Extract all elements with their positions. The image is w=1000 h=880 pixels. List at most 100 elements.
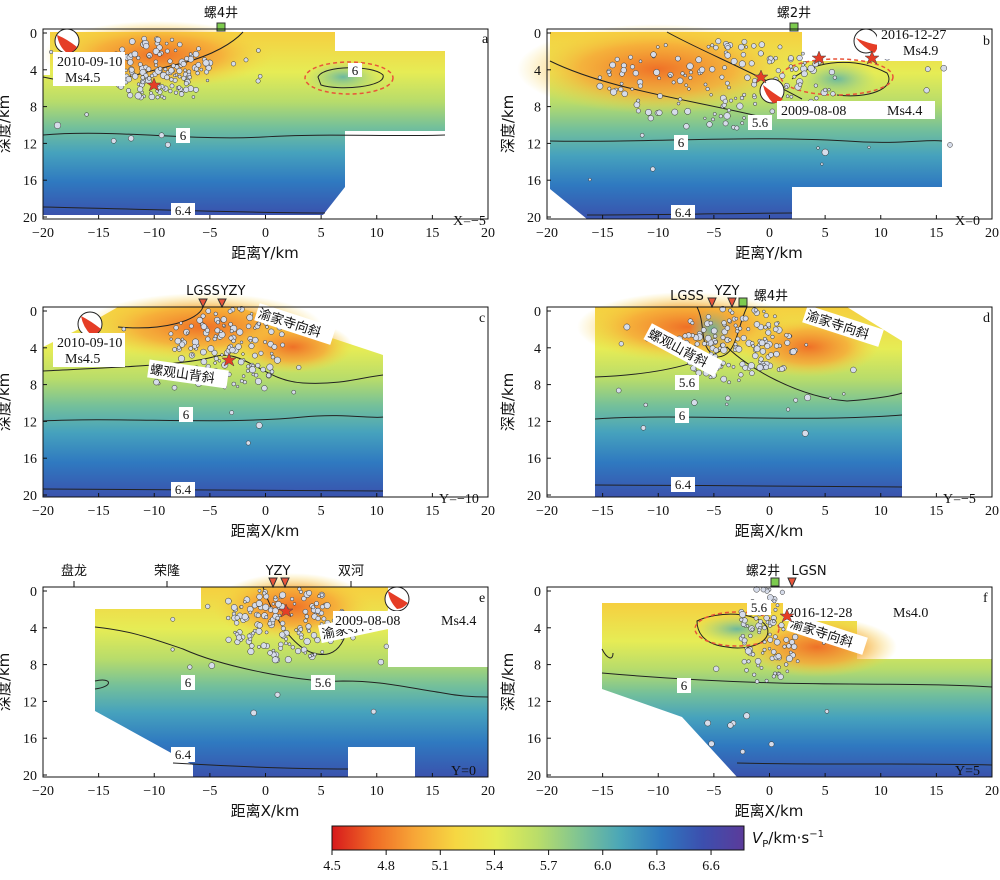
well-label: 螺2井: [746, 564, 780, 579]
earthquake-dot: [229, 410, 235, 415]
earthquake-dot: [724, 80, 730, 86]
contour-label-6.4: 6.4: [671, 477, 695, 492]
earthquake-dot: [230, 604, 238, 611]
colorbar-tick-label: 5.7: [540, 859, 558, 874]
earthquake-dot: [671, 108, 679, 116]
panel-letter: e: [479, 591, 485, 606]
earthquake-dot: [229, 329, 234, 334]
earthquake-dot: [168, 331, 174, 337]
earthquake-dot: [738, 372, 744, 378]
earthquake-dot: [190, 353, 194, 357]
earthquake-dot: [703, 82, 708, 87]
earthquake-dot: [813, 83, 818, 88]
earthquake-dot: [738, 60, 746, 68]
earthquake-dot: [149, 91, 153, 95]
earthquake-dot: [260, 642, 267, 649]
y-axis-label: 深度/km: [499, 653, 517, 711]
earthquake-dot: [786, 643, 792, 649]
earthquake-dot: [773, 343, 780, 349]
earthquake-dot: [169, 337, 173, 341]
earthquake-dot: [173, 325, 179, 331]
earthquake-dot: [740, 52, 747, 58]
earthquake-dot: [243, 600, 247, 604]
earthquake-dot: [228, 322, 233, 327]
contour-label-5.6: 5.6: [311, 675, 335, 690]
earthquake-dot: [315, 615, 321, 622]
colorbar-ramp: [331, 825, 745, 851]
earthquake-dot: [727, 318, 732, 323]
x-tick-label: 10: [370, 504, 384, 519]
earthquake-dot: [134, 92, 142, 100]
earthquake-dot: [785, 655, 793, 663]
earthquake-dot: [768, 352, 774, 358]
earthquake-dot: [801, 430, 809, 437]
x-tick-label: −10: [143, 504, 165, 519]
earthquake-dot: [305, 623, 312, 630]
earthquake-dot: [784, 85, 789, 90]
earthquake-dot: [241, 613, 249, 621]
svg-text:6: 6: [185, 675, 192, 690]
earthquake-dot: [213, 311, 218, 316]
earthquake-dot: [789, 650, 793, 655]
y-axis-label: 深度/km: [0, 653, 13, 711]
earthquake-dot: [157, 52, 162, 57]
y-tick-label: 16: [23, 732, 37, 747]
earthquake-dot: [268, 328, 275, 335]
earthquake-dot: [251, 372, 255, 377]
place-label: 盘龙: [61, 563, 87, 579]
y-tick-label: 12: [527, 695, 541, 710]
earthquake-dot: [769, 108, 775, 114]
svg-text:2010-09-10: 2010-09-10: [57, 336, 122, 351]
earthquake-dot: [270, 355, 276, 360]
beachball-compression-icon: [763, 85, 783, 103]
earthquake-dot: [628, 54, 633, 60]
earthquake-dot: [183, 86, 190, 93]
earthquake-dot: [791, 643, 798, 650]
earthquake-dot: [271, 656, 279, 664]
x-tick-label: 0: [766, 226, 773, 241]
earthquake-dot: [323, 602, 331, 609]
well-icon: [770, 577, 780, 587]
earthquake-dot: [179, 321, 183, 325]
earthquake-dot: [650, 51, 657, 58]
earthquake-dot: [214, 327, 221, 334]
earthquake-dot: [753, 615, 759, 621]
earthquake-dot: [127, 92, 134, 99]
earthquake-dot: [758, 356, 764, 362]
earthquake-dot: [763, 312, 769, 319]
earthquake-dot: [774, 321, 779, 327]
panel-letter: d: [983, 311, 990, 326]
earthquake-dot: [248, 610, 252, 615]
svg-text:6.4: 6.4: [175, 482, 192, 497]
earthquake-dot: [742, 315, 749, 322]
earthquake-dot: [299, 589, 303, 594]
earthquake-dot: [176, 67, 183, 74]
earthquake-dot: [778, 622, 785, 629]
earthquake-dot: [273, 595, 278, 600]
earthquake-dot: [718, 114, 723, 119]
earthquake-dot: [750, 652, 756, 657]
contour-label-5.6: 5.6: [675, 375, 699, 390]
earthquake-dot: [705, 86, 710, 92]
earthquake-dot: [683, 123, 690, 130]
svg-text:5.6: 5.6: [679, 375, 696, 390]
earthquake-dot: [713, 665, 720, 672]
earthquake-dot: [768, 741, 775, 748]
earthquake-dot: [260, 366, 266, 373]
earthquake-dot: [656, 109, 663, 116]
earthquake-dot: [205, 603, 211, 609]
earthquake-dot: [173, 90, 179, 95]
earthquake-dot: [187, 664, 193, 670]
earthquake-dot: [267, 650, 273, 656]
earthquake-dot: [759, 666, 764, 670]
earthquake-dot: [237, 358, 245, 366]
earthquake-dot: [383, 643, 390, 650]
earthquake-dot: [690, 321, 695, 325]
earthquake-dot: [146, 76, 152, 81]
svg-text:2009-08-08: 2009-08-08: [335, 614, 400, 629]
panel-c: 6 6.4 渝家寺向斜 螺观山背斜 2010-09-10 Ms4.5 LGSS …: [0, 284, 495, 540]
x-tick-label: −15: [592, 226, 614, 241]
earthquake-dot: [699, 66, 706, 73]
earthquake-dot: [753, 345, 761, 353]
